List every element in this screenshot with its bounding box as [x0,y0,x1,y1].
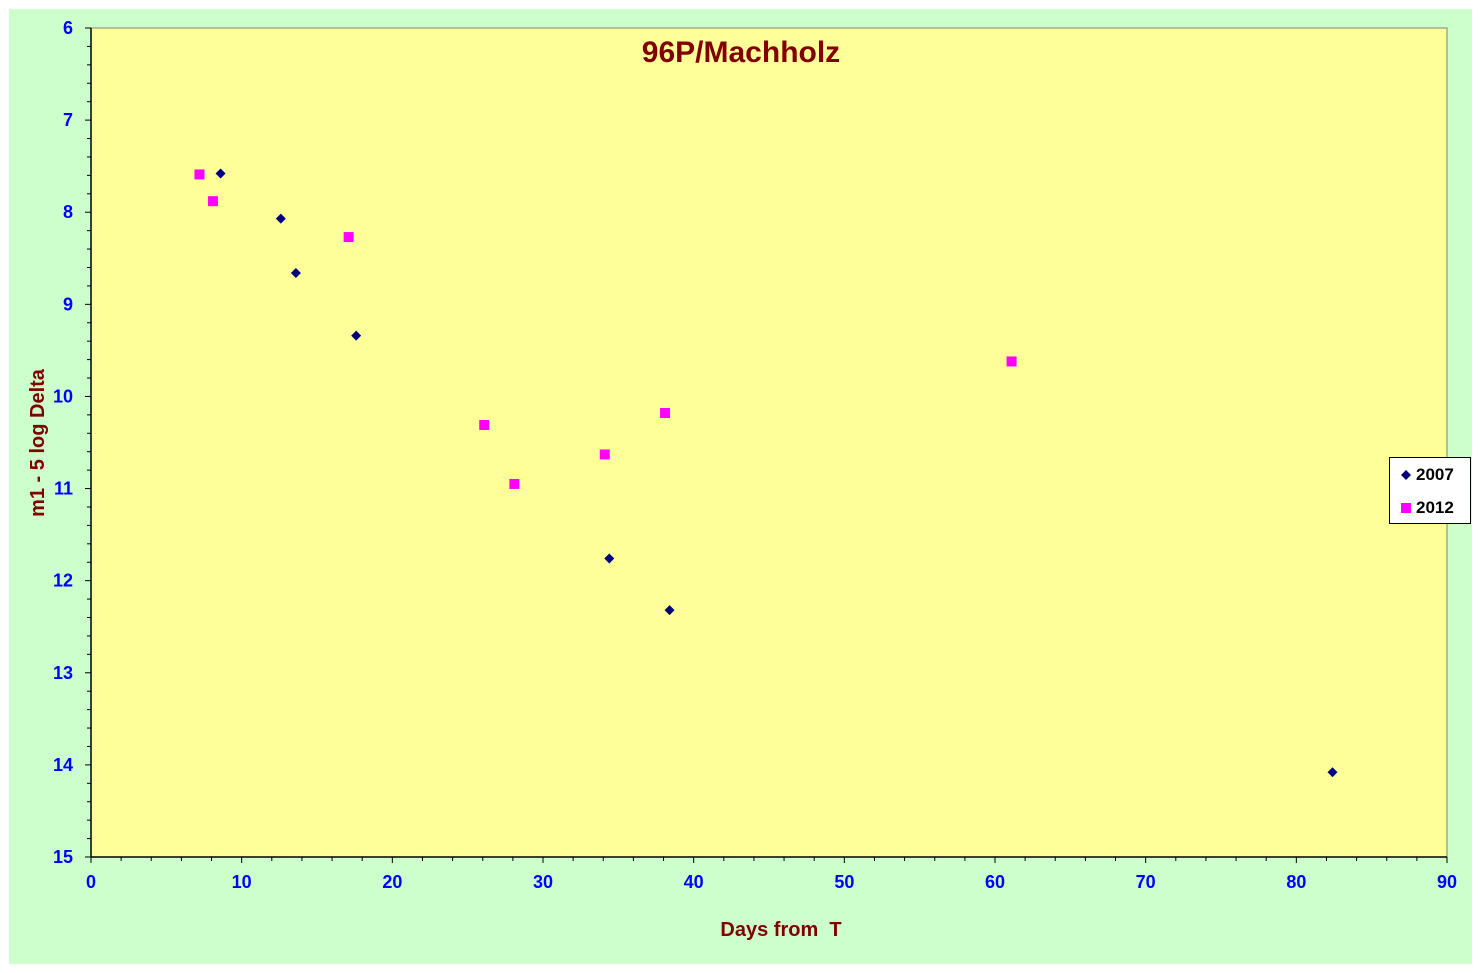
point-2007 [351,330,362,341]
x-axis-title: Days from T [720,919,841,941]
y-tick-label: 12 [53,571,73,591]
point-2007 [215,168,226,179]
x-tick-label: 10 [232,872,252,892]
point-2007 [664,605,675,616]
point-2012 [660,408,671,419]
axes [85,27,1448,863]
x-tick-label: 30 [533,872,553,892]
legend-label-2007: 2007 [1416,465,1454,484]
legend: 2007 2012 [1389,457,1471,524]
x-tick-label: 50 [834,872,854,892]
point-2012 [509,478,520,489]
chart-title: 96P/Machholz [642,36,840,69]
point-2007 [1327,767,1338,778]
chart-area: 6 7 8 9 10 11 12 13 14 15 0 10 20 30 40 50 60 70 80 90 96P/… [9,9,1472,964]
legend-label-2012: 2012 [1416,498,1454,517]
x-tick-label: 60 [985,872,1005,892]
x-tick-label: 0 [86,872,96,892]
point-2012 [343,232,354,243]
legend-square-marker [1401,503,1411,513]
y-tick-label: 9 [63,294,73,314]
x-tick-label: 90 [1437,872,1457,892]
point-2007 [290,268,301,279]
y-tick-label: 11 [54,479,73,499]
y-tick-label: 15 [53,847,73,867]
y-tick-label: 10 [53,386,73,406]
point-2012 [208,196,219,207]
x-tick-label: 40 [684,872,704,892]
point-2007 [275,213,286,224]
point-2012 [1006,356,1017,367]
data-points [194,168,1338,778]
legend-diamond-marker [1401,470,1411,480]
point-2007 [604,553,615,564]
legend-item-2007: 2007 [1400,464,1454,486]
point-2012 [479,419,490,430]
scatter-chart: 6 7 8 9 10 11 12 13 14 15 0 10 20 30 40 50 60 70 80 90 96P/… [27,18,1457,941]
point-2012 [599,449,610,460]
x-tick-label: 70 [1136,872,1156,892]
y-tick-label: 14 [53,755,73,775]
y-tick-label: 8 [63,202,73,222]
x-tick-label: 20 [382,872,402,892]
legend-item-2012: 2012 [1400,497,1454,519]
tick-labels: 6 7 8 9 10 11 12 13 14 15 0 10 20 30 40 50 60 70 80 90 [53,18,1457,892]
plot-area [90,27,1448,858]
y-tick-label: 7 [63,110,73,130]
x-tick-label: 80 [1286,872,1306,892]
y-axis-title: m1 - 5 log Delta [27,368,49,517]
y-tick-label: 13 [53,663,73,683]
y-tick-label: 6 [63,18,73,38]
point-2012 [194,169,205,180]
